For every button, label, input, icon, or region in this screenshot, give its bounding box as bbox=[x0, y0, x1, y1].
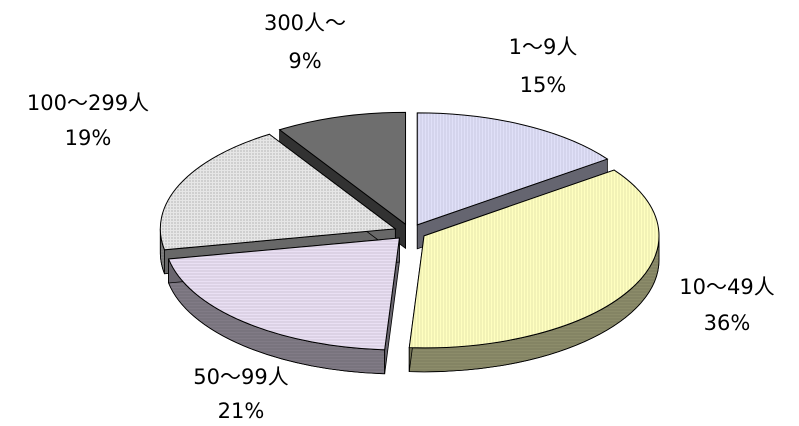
slice-percent-1: 15% bbox=[520, 73, 567, 97]
pie-slice-2-texture bbox=[409, 170, 660, 348]
slice-label-3: 50～99人 bbox=[193, 365, 288, 389]
pie-slice-3-texture bbox=[168, 238, 400, 350]
pie-slice-2 bbox=[408, 169, 660, 373]
slice-percent-2: 36% bbox=[704, 311, 751, 335]
pie-slice-1-texture bbox=[417, 112, 608, 225]
slice-percent-3: 21% bbox=[218, 399, 265, 423]
slice-percent-5: 9% bbox=[288, 49, 321, 73]
slice-percent-4: 19% bbox=[65, 126, 112, 150]
slice-label-5: 300人～ bbox=[264, 11, 346, 35]
pie-slice-5-texture bbox=[279, 112, 406, 225]
pie-slice-3 bbox=[167, 237, 400, 375]
pie-slice-4-texture bbox=[160, 134, 396, 250]
slice-label-1: 1～9人 bbox=[509, 35, 578, 59]
slice-label-2: 10～49人 bbox=[679, 275, 774, 299]
slice-label-4: 100～299人 bbox=[27, 91, 149, 115]
